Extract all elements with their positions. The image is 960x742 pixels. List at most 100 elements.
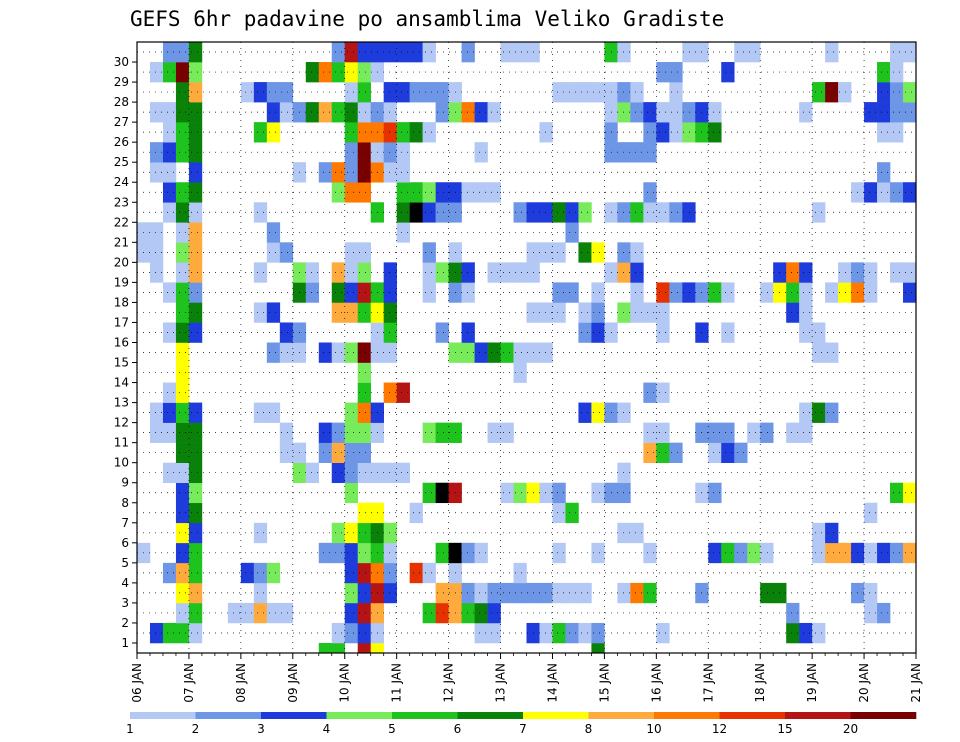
heatmap-cell xyxy=(565,202,579,223)
heatmap-cell xyxy=(344,482,359,504)
colorbar-swatch xyxy=(392,712,458,719)
y-tick-label: 11 xyxy=(114,436,129,450)
y-tick-label: 15 xyxy=(114,356,129,370)
heatmap-cell xyxy=(578,322,592,343)
heatmap-cell xyxy=(487,102,501,123)
heatmap-cell xyxy=(656,282,670,303)
heatmap-cell xyxy=(487,582,501,604)
heatmap-cell xyxy=(357,102,371,123)
heatmap-cell xyxy=(513,582,527,604)
y-axis: 1234567891011121314151617181920212223242… xyxy=(114,55,137,650)
heatmap-cell xyxy=(344,342,359,363)
heatmap-cell xyxy=(539,302,553,323)
colorbar-swatch xyxy=(457,712,524,719)
heatmap-cell xyxy=(357,362,371,383)
heatmap-cell xyxy=(461,582,475,604)
heatmap-cell xyxy=(240,602,255,624)
heatmap-cell xyxy=(565,582,579,604)
heatmap-cell xyxy=(643,302,657,323)
heatmap-cell xyxy=(344,262,359,283)
heatmap-cell xyxy=(409,42,423,63)
heatmap-cell xyxy=(877,542,891,564)
heatmap-cell xyxy=(331,302,346,323)
heatmap-cell xyxy=(903,182,917,203)
y-tick-label: 20 xyxy=(114,255,129,269)
heatmap-cell xyxy=(565,622,579,644)
heatmap-cell xyxy=(422,282,436,303)
colorbar-swatch xyxy=(130,712,196,719)
heatmap-cell xyxy=(552,482,566,504)
heatmap-cell xyxy=(656,102,670,123)
heatmap-cell xyxy=(617,482,631,504)
heatmap-cell xyxy=(253,602,268,624)
heatmap-cell xyxy=(266,102,281,123)
heatmap-cell xyxy=(890,182,904,203)
heatmap-cell xyxy=(617,82,631,103)
heatmap-cell xyxy=(357,462,371,484)
heatmap-cell xyxy=(500,482,514,504)
heatmap-cell xyxy=(656,382,670,403)
colorbar-label: 20 xyxy=(843,722,858,736)
heatmap-cell xyxy=(253,402,268,423)
heatmap-cell xyxy=(864,602,878,624)
heatmap-cell xyxy=(578,82,592,103)
x-tick-label: 15 JAN xyxy=(597,663,611,703)
heatmap-cell xyxy=(643,202,657,223)
heatmap-cell xyxy=(890,82,904,103)
heatmap-cell xyxy=(175,142,190,163)
heatmap-cell xyxy=(188,62,203,83)
heatmap-cell xyxy=(799,622,813,644)
heatmap-cell xyxy=(825,282,839,303)
colorbar-label: 4 xyxy=(323,722,331,736)
heatmap-cell xyxy=(578,622,592,644)
heatmap-cell xyxy=(812,522,826,544)
colorbar-label: 2 xyxy=(192,722,200,736)
heatmap-cell xyxy=(825,542,839,564)
heatmap-cell xyxy=(383,142,397,163)
heatmap-cell xyxy=(825,342,839,363)
heatmap-cell xyxy=(266,222,281,243)
heatmap-cell xyxy=(487,182,501,203)
colorbar-label: 3 xyxy=(257,722,265,736)
heatmap-cell xyxy=(279,102,294,123)
heatmap-cell xyxy=(721,542,735,564)
heatmap-cell xyxy=(396,162,410,183)
heatmap-cell xyxy=(396,462,410,484)
y-tick-label: 28 xyxy=(114,95,129,109)
y-tick-label: 4 xyxy=(121,576,129,590)
x-tick-label: 17 JAN xyxy=(701,663,715,703)
heatmap-cell xyxy=(357,582,371,604)
heatmap-cell xyxy=(357,562,371,584)
heatmap-cell xyxy=(175,82,190,103)
heatmap-cell xyxy=(162,282,177,303)
heatmap-cell xyxy=(357,142,371,163)
heatmap-cell xyxy=(474,602,488,624)
heatmap-cell xyxy=(552,542,566,564)
heatmap-cell xyxy=(357,342,371,363)
heatmap-cell xyxy=(409,182,423,203)
heatmap-cell xyxy=(513,482,527,504)
heatmap-cell xyxy=(383,282,397,303)
heatmap-cell xyxy=(162,182,177,203)
heatmap-cell xyxy=(175,302,190,323)
heatmap-cell xyxy=(162,562,177,584)
heatmap-cell xyxy=(331,282,346,303)
heatmap-cell xyxy=(344,602,359,624)
heatmap-cell xyxy=(331,422,346,443)
heatmap-cell xyxy=(825,402,839,423)
heatmap-cell xyxy=(344,42,359,63)
heatmap-cell xyxy=(630,262,644,283)
heatmap-cell xyxy=(266,302,281,323)
heatmap-cell xyxy=(812,342,826,363)
heatmap-cell xyxy=(357,522,371,544)
heatmap-cell xyxy=(175,262,190,283)
heatmap-cell xyxy=(578,242,592,263)
heatmap-cell xyxy=(669,62,683,83)
heatmap-cell xyxy=(513,262,527,283)
heatmap-cell xyxy=(708,122,722,143)
heatmap-cell xyxy=(591,282,605,303)
heatmap-cell xyxy=(591,482,605,504)
heatmap-cell xyxy=(188,542,203,564)
heatmap-cell xyxy=(344,282,359,303)
heatmap-cell xyxy=(656,202,670,223)
